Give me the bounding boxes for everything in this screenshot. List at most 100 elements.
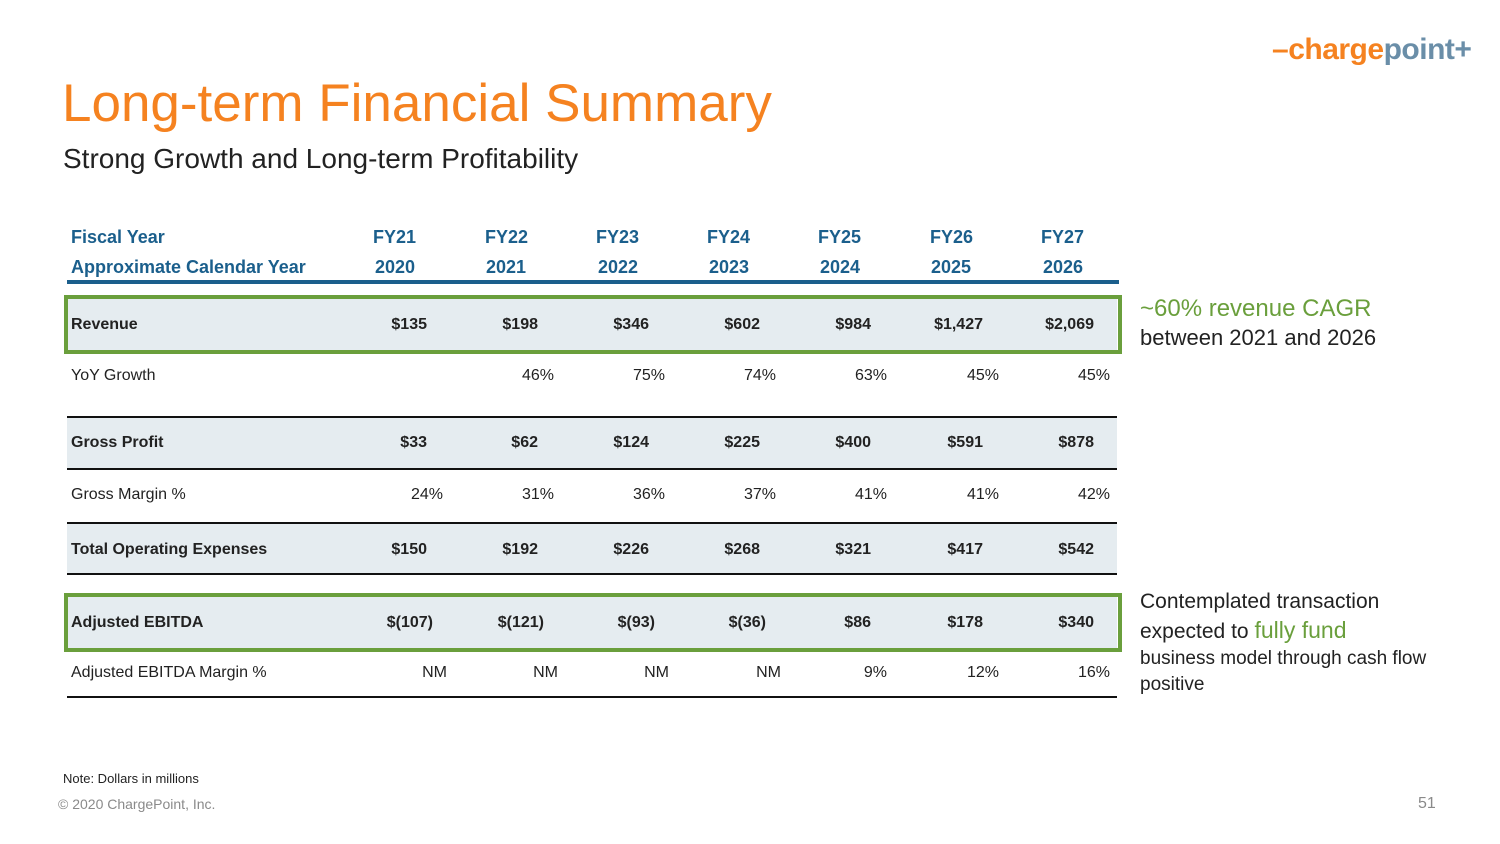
- fiscal-year-header: FY26: [930, 227, 974, 247]
- table-row-adjusted-ebitda: Adjusted EBITDA $(107) $(121) $(93) $(36…: [67, 596, 1117, 648]
- row-divider: [67, 573, 1117, 575]
- callout-highlight: fully fund: [1254, 617, 1347, 643]
- table-cell: 42%: [1077, 486, 1110, 503]
- callout-highlight: ~60% revenue CAGR: [1140, 295, 1372, 322]
- ebitda-highlight-box: [64, 593, 1122, 652]
- callout-text: expected to: [1140, 620, 1249, 643]
- table-cell: NM: [756, 664, 781, 681]
- row-divider: [67, 522, 1117, 524]
- table-cell: $1,427: [934, 316, 983, 333]
- row-label: Gross Margin %: [71, 486, 186, 503]
- table-cell: 16%: [1077, 664, 1110, 681]
- table-cell: 41%: [854, 486, 887, 503]
- fiscal-year-header: FY24: [707, 227, 751, 247]
- header-divider: [67, 280, 1119, 284]
- table-cell: 37%: [743, 486, 776, 503]
- table-cell: 24%: [410, 486, 443, 503]
- table-cell: $124: [613, 434, 649, 451]
- table-cell: 36%: [632, 486, 665, 503]
- table-cell: 45%: [1077, 367, 1110, 384]
- table-cell: 74%: [743, 367, 776, 384]
- table-cell: 75%: [632, 367, 665, 384]
- table-cell: $878: [1058, 434, 1094, 451]
- table-cell: $321: [835, 541, 871, 558]
- calendar-year-header: 2022: [598, 257, 639, 277]
- table-cell: 9%: [863, 664, 887, 681]
- table-cell: $192: [502, 541, 538, 558]
- row-divider: [67, 468, 1117, 470]
- fiscal-year-header: FY25: [818, 227, 862, 247]
- fiscal-year-header: FY21: [373, 227, 417, 247]
- footnote: Note: Dollars in millions: [63, 771, 199, 786]
- table-cell: NM: [533, 664, 558, 681]
- table-cell: $(93): [617, 614, 655, 631]
- callout-text: business model through cash flow positiv…: [1140, 648, 1427, 695]
- table-cell: $86: [844, 614, 871, 631]
- table-cell: $135: [391, 316, 427, 333]
- table-cell: 41%: [966, 486, 999, 503]
- page-number: 51: [1418, 795, 1436, 812]
- table-cell: $591: [947, 434, 983, 451]
- table-cell: $178: [947, 614, 983, 631]
- table-cell: NM: [644, 664, 669, 681]
- table-row-ebitda-margin: Adjusted EBITDA Margin % NM NM NM NM 9% …: [67, 650, 1117, 696]
- funding-callout: Contemplated transaction expected to ful…: [1140, 587, 1480, 698]
- calendar-year-header: 2023: [709, 257, 750, 277]
- table-cell: 63%: [854, 367, 887, 384]
- row-label: Adjusted EBITDA: [71, 614, 204, 631]
- table-cell: $602: [724, 316, 760, 333]
- calendar-year-header: 2024: [820, 257, 861, 277]
- fiscal-year-header: FY22: [485, 227, 529, 247]
- calendar-year-header: 2021: [486, 257, 527, 277]
- row-divider: [67, 416, 1117, 418]
- calendar-year-header: 2026: [1043, 257, 1084, 277]
- table-cell: $417: [947, 541, 983, 558]
- table-row-gross-profit: Gross Profit $33 $62 $124 $225 $400 $591…: [67, 418, 1117, 468]
- table-cell: $62: [511, 434, 538, 451]
- table-cell: $542: [1058, 541, 1094, 558]
- page-subtitle: Strong Growth and Long-term Profitabilit…: [63, 143, 579, 174]
- callout-text: between 2021 and 2026: [1140, 325, 1377, 350]
- row-label: Revenue: [71, 316, 138, 333]
- table-cell: $150: [391, 541, 427, 558]
- copyright: © 2020 ChargePoint, Inc.: [58, 796, 216, 812]
- table-row-yoy-growth: YoY Growth 46% 75% 74% 63% 45% 45%: [67, 352, 1117, 416]
- row-label: Gross Profit: [71, 434, 164, 451]
- table-cell: $33: [400, 434, 427, 451]
- revenue-highlight-box: [64, 295, 1122, 354]
- table-cell: $198: [502, 316, 538, 333]
- table-cell: $400: [835, 434, 871, 451]
- table-cell: 31%: [521, 486, 554, 503]
- calendar-year-header: 2025: [931, 257, 972, 277]
- table-cell: 46%: [521, 367, 554, 384]
- callout-text: Contemplated transaction: [1140, 590, 1380, 613]
- fiscal-year-label: Fiscal Year: [71, 227, 165, 247]
- table-row-operating-expenses: Total Operating Expenses $150 $192 $226 …: [67, 524, 1117, 573]
- table-cell: $226: [613, 541, 649, 558]
- table-cell: $225: [724, 434, 760, 451]
- table-bottom-rule: [67, 696, 1117, 698]
- table-cell: $268: [724, 541, 760, 558]
- table-cell: $340: [1058, 614, 1094, 631]
- table-cell: 12%: [966, 664, 999, 681]
- fiscal-year-header: FY27: [1041, 227, 1085, 247]
- calendar-year-header: 2020: [375, 257, 416, 277]
- table-cell: NM: [422, 664, 447, 681]
- fiscal-year-header: FY23: [596, 227, 640, 247]
- table-row-revenue: Revenue $135 $198 $346 $602 $984 $1,427 …: [67, 298, 1117, 350]
- table-cell: $2,069: [1045, 316, 1094, 333]
- revenue-cagr-callout: ~60% revenue CAGR between 2021 and 2026: [1140, 294, 1480, 352]
- row-label: Adjusted EBITDA Margin %: [71, 664, 267, 681]
- table-cell: $(36): [728, 614, 766, 631]
- table-cell: $346: [613, 316, 649, 333]
- calendar-year-label: Approximate Calendar Year: [71, 257, 306, 277]
- table-cell: 45%: [966, 367, 999, 384]
- table-row-gross-margin: Gross Margin % 24% 31% 36% 37% 41% 41% 4…: [67, 470, 1117, 522]
- table-cell: $(107): [386, 614, 433, 631]
- table-cell: $984: [835, 316, 871, 333]
- chargepoint-logo: –chargepoint+: [1272, 33, 1472, 66]
- table-cell: $(121): [497, 614, 544, 631]
- row-label: YoY Growth: [71, 367, 156, 384]
- row-label: Total Operating Expenses: [71, 541, 268, 558]
- page-title: Long-term Financial Summary: [62, 74, 772, 133]
